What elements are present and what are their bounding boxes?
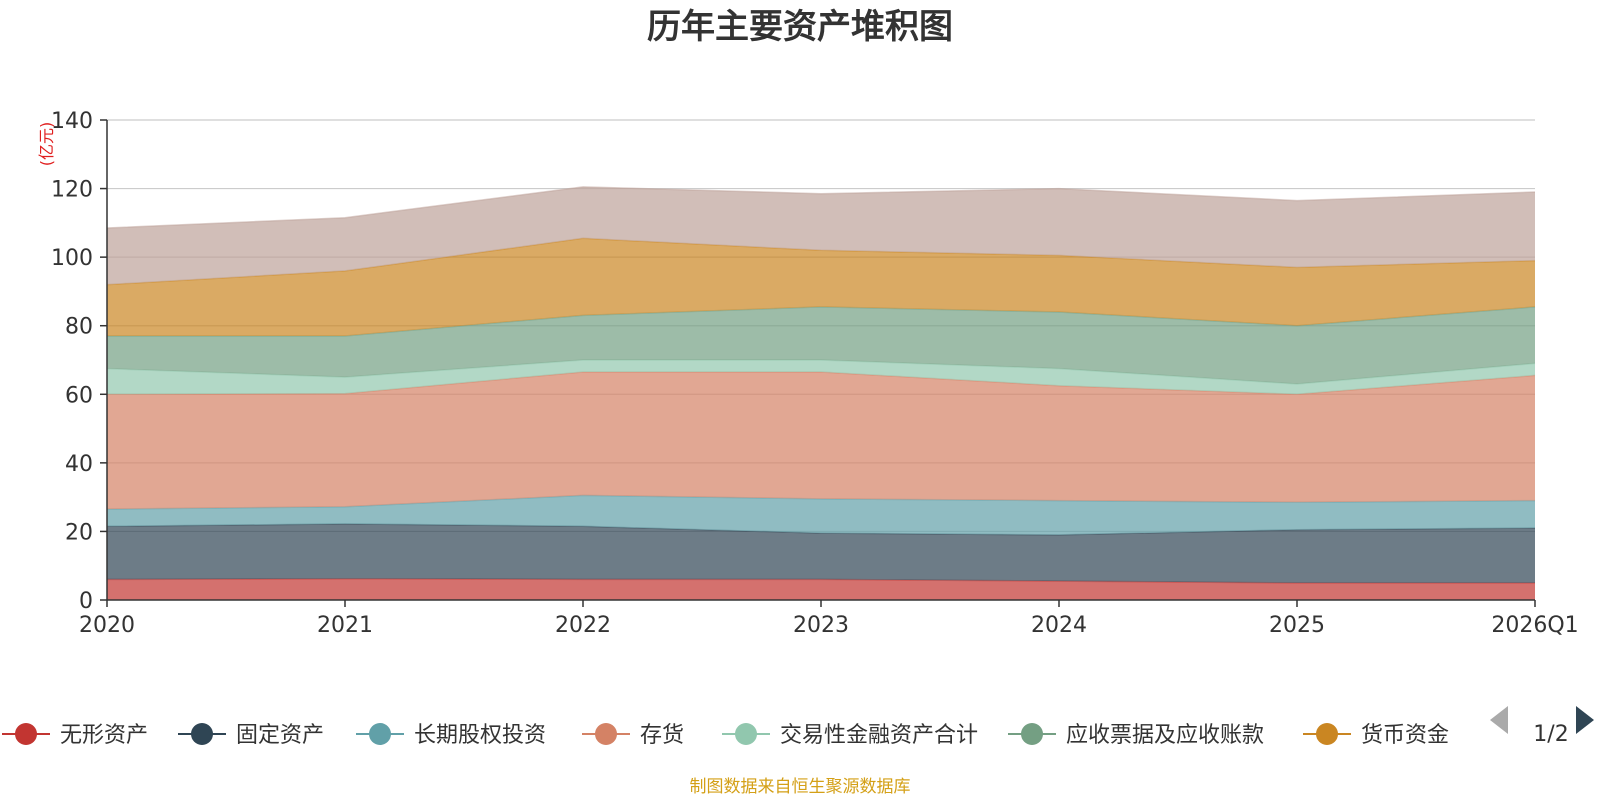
legend-label-6: 货币资金 xyxy=(1361,723,1449,748)
area-series-6 xyxy=(107,238,1535,336)
legend-item-0[interactable]: 无形资产 xyxy=(2,723,148,748)
legend-item-1[interactable]: 固定资产 xyxy=(178,723,324,748)
legend-marker-1 xyxy=(191,723,213,745)
x-tick-label-2021: 2021 xyxy=(317,613,373,638)
area-series-group xyxy=(106,186,1536,600)
y-tick-label-0: 0 xyxy=(79,589,93,614)
legend-label-5: 应收票据及应收账款 xyxy=(1066,723,1264,748)
legend-item-4[interactable]: 交易性金融资产合计 xyxy=(722,723,978,748)
legend-label-3: 存货 xyxy=(640,723,684,748)
x-tick-label-2024: 2024 xyxy=(1031,613,1087,638)
legend-marker-5 xyxy=(1021,723,1043,745)
legend-label-2: 长期股权投资 xyxy=(414,723,546,748)
legend-marker-4 xyxy=(735,723,757,745)
area-series-0 xyxy=(107,578,1535,600)
legend-page-indicator: 1/2 xyxy=(1533,722,1568,747)
legend-label-0: 无形资产 xyxy=(60,723,148,748)
legend-item-5[interactable]: 应收票据及应收账款 xyxy=(1008,723,1264,748)
y-tick-label-80: 80 xyxy=(65,315,93,340)
legend-pager: 1/2 xyxy=(1490,706,1594,747)
legend-item-3[interactable]: 存货 xyxy=(582,723,684,748)
x-tick-label-2020: 2020 xyxy=(79,613,135,638)
legend-marker-6 xyxy=(1316,723,1338,745)
y-tick-label-40: 40 xyxy=(65,452,93,477)
x-tick-label-2023: 2023 xyxy=(793,613,849,638)
x-tick-label-2022: 2022 xyxy=(555,613,611,638)
y-axis-unit-label: (亿元) xyxy=(37,122,56,167)
y-tick-label-60: 60 xyxy=(65,383,93,408)
legend-label-1: 固定资产 xyxy=(236,723,324,748)
x-tick-label-2026Q1: 2026Q1 xyxy=(1491,613,1578,638)
legend-marker-3 xyxy=(595,723,617,745)
y-tick-label-140: 140 xyxy=(51,109,93,134)
legend-label-4: 交易性金融资产合计 xyxy=(780,723,978,748)
axes: 0 20 40 60 80 100 120 140 2020 2021 2022 2023 2024 20… xyxy=(51,109,1579,638)
area-series-edge-7 xyxy=(106,186,1536,229)
data-source-note: 制图数据来自恒生聚源数据库 xyxy=(690,777,911,797)
legend-marker-0 xyxy=(15,723,37,745)
y-tick-label-20: 20 xyxy=(65,520,93,545)
legend-prev-page-icon[interactable] xyxy=(1490,706,1508,734)
legend-marker-2 xyxy=(369,723,391,745)
chart-title: 历年主要资产堆积图 xyxy=(647,7,953,47)
area-series-7 xyxy=(107,186,1535,285)
x-tick-label-2025: 2025 xyxy=(1269,613,1325,638)
legend-next-page-icon[interactable] xyxy=(1576,706,1594,734)
y-tick-label-100: 100 xyxy=(51,246,93,271)
legend: 无形资产 固定资产 长期股权投资 存货 交易性金融资产合计 应收票据及应收账款 货币资金 xyxy=(2,723,1449,748)
y-tick-label-120: 120 xyxy=(51,178,93,203)
legend-item-2[interactable]: 长期股权投资 xyxy=(356,723,546,748)
area-series-1 xyxy=(107,523,1535,583)
area-series-3 xyxy=(107,372,1535,510)
area-series-2 xyxy=(107,495,1535,535)
legend-item-6[interactable]: 货币资金 xyxy=(1303,723,1449,748)
